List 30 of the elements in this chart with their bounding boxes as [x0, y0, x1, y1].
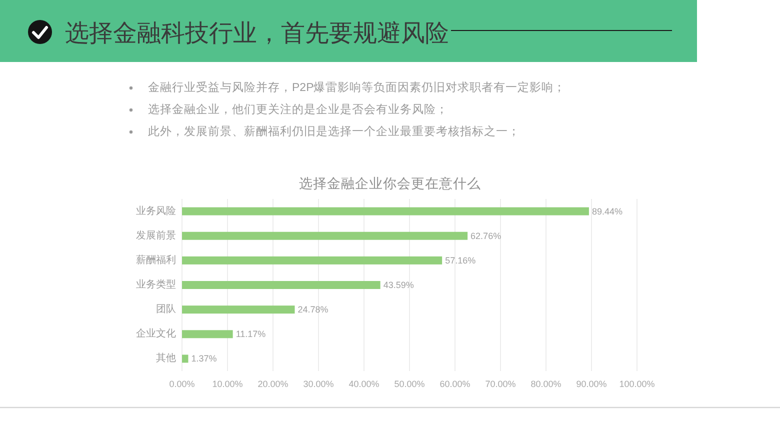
- data-label: 43.59%: [383, 280, 414, 290]
- y-tick-label: 薪酬福利: [136, 254, 176, 266]
- text: 金融行业受益与风险并存，P2P爆雷影响等负面因素仍旧对求职者有一定影响；: [148, 80, 566, 94]
- x-tick-label: 50.00%: [394, 379, 425, 389]
- y-tick-label: 业务风险: [136, 204, 176, 217]
- data-label: 24.78%: [298, 304, 328, 315]
- x-tick-label: 70.00%: [485, 379, 516, 389]
- data-label: 11.17%: [236, 329, 266, 340]
- data-label: 1.37%: [191, 354, 217, 364]
- x-tick-label: 30.00%: [303, 379, 334, 389]
- y-tick-label: 业务类型: [136, 278, 176, 290]
- y-tick-label: 其他: [156, 352, 176, 364]
- data-label: 57.16%: [445, 255, 476, 266]
- data-label: 62.76%: [470, 230, 502, 241]
- data-label: 89.44%: [592, 206, 622, 216]
- x-tick-label: 20.00%: [258, 379, 288, 389]
- text: 此外，发展前景、薪酬福利仍旧是选择一个企业最重要考核指标之一；: [148, 124, 520, 138]
- text: 选择金融科技行业，首先要规避风险: [65, 20, 449, 47]
- x-tick-label: 60.00%: [440, 379, 470, 389]
- x-tick-label: 80.00%: [530, 379, 562, 389]
- y-tick-label: 发展前景: [136, 229, 176, 242]
- y-tick-label: 团队: [156, 303, 176, 316]
- chart-title: 选择金融企业你会更在意什么: [299, 176, 481, 191]
- x-tick-label: 90.00%: [576, 379, 607, 389]
- text: 选择金融企业，他们更关注的是企业是否会有业务风险；: [148, 102, 448, 116]
- x-tick-label: 100.00%: [619, 379, 655, 389]
- x-tick-label: 40.00%: [348, 379, 380, 389]
- x-tick-label: 10.00%: [212, 379, 243, 389]
- x-tick-label: 0.00%: [169, 379, 195, 389]
- y-tick-label: 企业文化: [136, 328, 176, 340]
